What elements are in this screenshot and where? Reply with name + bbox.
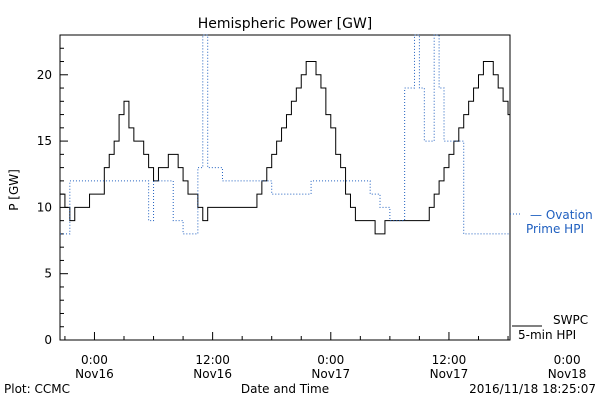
x-tick-time-label: 12:00 xyxy=(432,353,467,367)
x-tick-date-label: Nov18 xyxy=(548,367,587,381)
y-tick-label: 10 xyxy=(37,200,52,214)
chart-title: Hemispheric Power [GW] xyxy=(198,16,373,32)
x-tick-time-label: 0:00 xyxy=(317,353,344,367)
x-tick-date-label: Nov16 xyxy=(193,367,232,381)
legend-ovation-line2: Prime HPI xyxy=(526,222,584,236)
plot-credit: Plot: CCMC xyxy=(4,382,70,396)
x-tick-date-label: Nov17 xyxy=(311,367,350,381)
y-tick-label: 20 xyxy=(37,68,52,82)
y-tick-label: 5 xyxy=(44,267,52,281)
legend-swpc-line1: SWPC xyxy=(553,313,588,327)
x-tick-time-label: 0:00 xyxy=(554,353,581,367)
legend-swpc-line2: 5-min HPI xyxy=(518,328,576,342)
legend-swpc: SWPC 5-min HPI xyxy=(512,313,588,342)
x-tick-date-label: Nov16 xyxy=(75,367,114,381)
series-line-ovation xyxy=(60,34,510,235)
x-tick-time-label: 0:00 xyxy=(81,353,108,367)
y-axis-label: P [GW] xyxy=(7,169,21,211)
x-axis-label: Date and Time xyxy=(241,382,329,396)
y-tick-label: 0 xyxy=(44,333,52,347)
x-tick-time-label: 12:00 xyxy=(195,353,230,367)
legend-ovation: — Ovation Prime HPI xyxy=(510,208,593,236)
series-layer xyxy=(60,34,511,235)
plot-timestamp: 2016/11/18 18:25:07 xyxy=(469,382,596,396)
plot-frame xyxy=(59,34,511,341)
y-axis-ticks: 0 5 10 15 20 xyxy=(37,34,68,347)
series-line-swpc xyxy=(60,61,511,235)
x-axis-ticks: 0:00Nov1612:00Nov160:00Nov1712:00Nov170:… xyxy=(64,332,587,381)
y-tick-label: 15 xyxy=(37,134,52,148)
x-tick-date-label: Nov17 xyxy=(430,367,469,381)
legend-ovation-line1: — Ovation xyxy=(530,208,593,222)
